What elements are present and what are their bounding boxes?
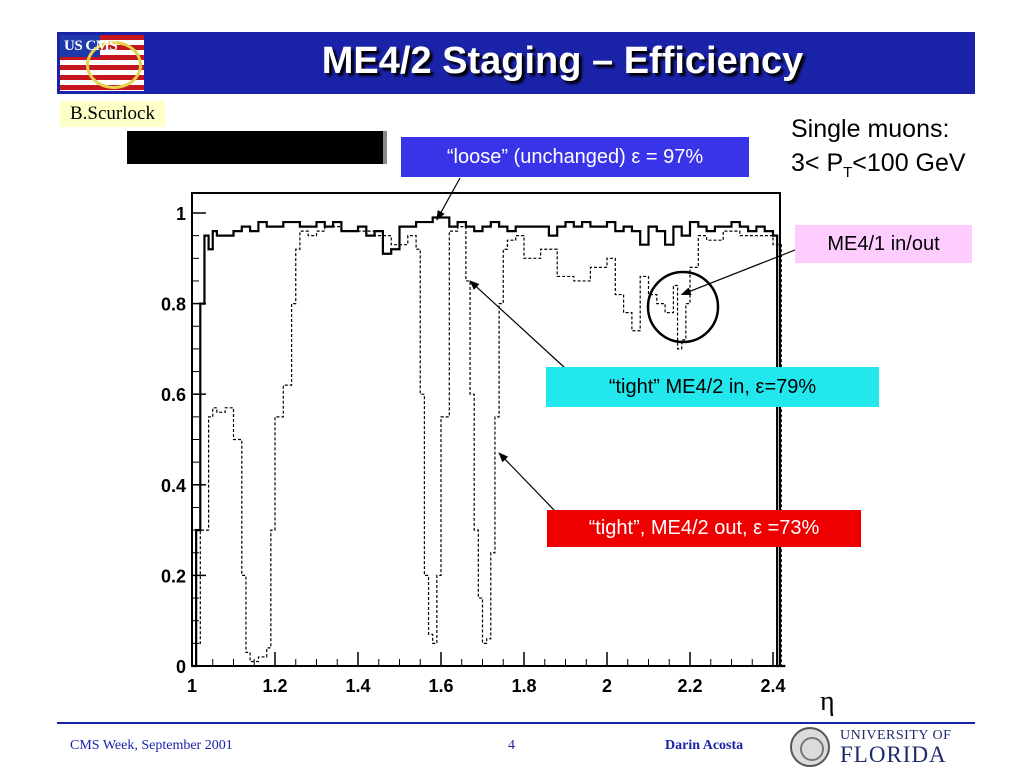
annotation-tight-out: “tight”, ME4/2 out, ε =73%	[547, 510, 861, 547]
logo-text: US CMS	[64, 38, 118, 54]
series-group	[192, 216, 786, 668]
uscms-logo: US CMS	[60, 35, 144, 91]
plot-frame	[191, 192, 781, 667]
annotation-arrow	[680, 249, 796, 296]
x-tick-label: 2.2	[677, 676, 702, 696]
y-tick-label: 0.2	[161, 566, 186, 586]
y-tick-label: 0	[176, 657, 186, 677]
sample-line-2: 3< PT<100 GeV	[791, 146, 966, 190]
x-tick-label: 1.2	[262, 676, 287, 696]
x-tick-label: 2.4	[760, 676, 785, 696]
series-line-solid	[192, 216, 786, 668]
uf-wordmark-bottom: FLORIDA	[840, 742, 947, 767]
author-tag: B.Scurlock	[60, 101, 165, 127]
footer-rule	[57, 722, 975, 724]
uf-seal-icon	[790, 727, 830, 767]
uf-wordmark-top: UNIVERSITY OF	[840, 728, 952, 743]
me41-highlight-circle	[646, 270, 720, 344]
x-axis-label: η	[820, 686, 835, 717]
annotation-arrow	[436, 177, 461, 221]
sample-line-1: Single muons:	[791, 115, 950, 143]
y-tick-label: 0.8	[161, 295, 186, 315]
y-tick-label: 0.6	[161, 385, 186, 405]
pt-subscript: T	[843, 164, 853, 181]
annotation-arrow	[469, 280, 566, 369]
series-line-dotted	[192, 225, 786, 667]
annotation-me41: ME4/1 in/out	[795, 225, 972, 263]
pt-range-lower: 3< P	[791, 149, 844, 177]
redacted-block	[127, 131, 387, 164]
y-tick-label: 1	[176, 204, 186, 224]
slide-title: ME4/2 Staging – Efficiency	[321, 40, 804, 82]
axis-ticks: 1 1.2 1.4 1.6 1.8 2 2.2 2.4 0 0.2 0.4 0.6 0.8 1	[161, 204, 786, 696]
title-bar	[57, 32, 975, 94]
x-tick-label: 1.4	[345, 676, 370, 696]
x-tick-label: 1	[187, 676, 197, 696]
footer-event: CMS Week, September 2001	[70, 738, 233, 753]
annotation-arrow	[498, 452, 556, 512]
plot-border	[191, 192, 781, 667]
x-tick-label: 2	[602, 676, 612, 696]
footer-page-number: 4	[508, 738, 515, 753]
footer-presenter: Darin Acosta	[665, 738, 744, 753]
pt-range-upper: <100 GeV	[852, 149, 966, 177]
x-tick-label: 1.6	[428, 676, 453, 696]
annotation-tight-in: “tight” ME4/2 in, ε=79%	[546, 367, 879, 407]
x-tick-label: 1.8	[511, 676, 536, 696]
annotation-loose: “loose” (unchanged) ε = 97%	[401, 137, 749, 177]
logo-swirl	[86, 41, 142, 89]
annotation-arrows	[436, 177, 796, 512]
y-tick-label: 0.4	[161, 476, 186, 496]
sample-description: Single muons: 3< PT<100 GeV	[791, 112, 966, 190]
